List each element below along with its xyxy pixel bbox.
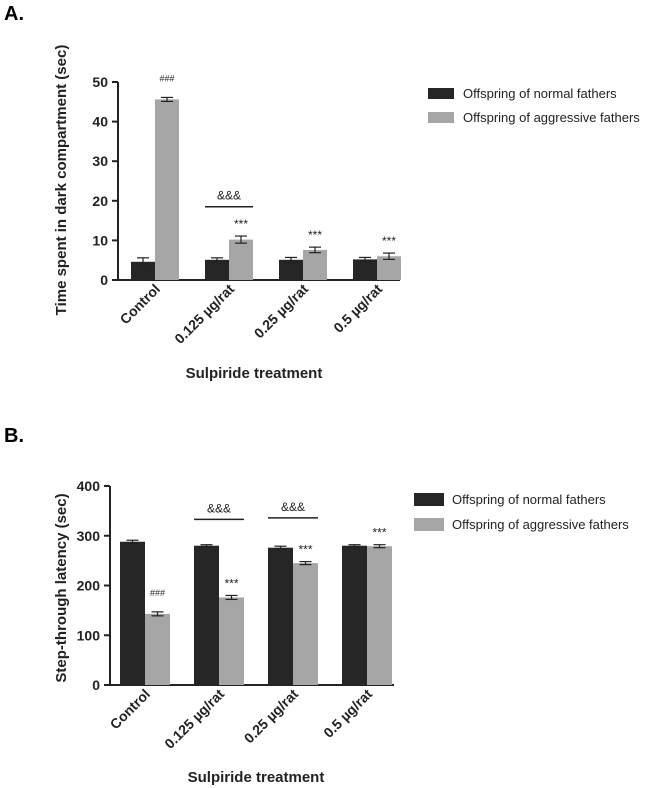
y-tick-label: 100 xyxy=(77,627,101,643)
panel-a-label: A. xyxy=(4,3,24,25)
y-tick-label: 200 xyxy=(77,578,101,594)
panel-b-category-labels: Control 0.125 µg/rat 0.25 µg/rat 0.5 µg/rat xyxy=(107,686,376,752)
panel-b-label: B. xyxy=(4,425,24,447)
bracket-annotation: &&& xyxy=(217,189,241,203)
bar-aggressive-1 xyxy=(229,239,253,280)
significance-stars: *** xyxy=(382,234,396,248)
category-label: 0.125 µg/rat xyxy=(161,686,227,752)
panel-b: B. Step-through latency (sec) Sulpiride … xyxy=(4,425,629,786)
legend-b-label-normal: Offspring of normal fathers xyxy=(452,492,606,507)
y-tick-label: 40 xyxy=(92,114,108,130)
panel-a-category-labels: Control 0.125 µg/rat 0.25 µg/rat 0.5 µg/rat xyxy=(117,281,386,347)
y-tick-label: 0 xyxy=(92,677,100,693)
y-tick-label: 50 xyxy=(92,74,108,90)
category-label: 0.125 µg/rat xyxy=(171,281,237,347)
category-label: 0.25 µg/rat xyxy=(251,281,312,342)
y-tick-label: 0 xyxy=(100,272,108,288)
bar-aggressive-0 xyxy=(155,99,179,280)
legend-a-label-aggressive: Offspring of aggressive fathers xyxy=(463,110,640,125)
panel-b-bars xyxy=(120,539,392,685)
panel-a-y-ticks: 0 10 20 30 40 50 xyxy=(92,74,118,288)
legend-b-swatch-normal xyxy=(414,493,444,506)
panel-a-bars xyxy=(131,96,401,280)
legend-b-label-aggressive: Offspring of aggressive fathers xyxy=(452,517,629,532)
bracket-annotation: &&& xyxy=(281,500,305,514)
bar-aggressive-0 xyxy=(145,613,170,685)
panel-b-annotations: ### *** *** *** &&& &&& xyxy=(150,500,387,598)
significance-stars: *** xyxy=(372,526,386,540)
bar-aggressive-3 xyxy=(367,546,392,685)
panel-b-legend: Offspring of normal fathers Offspring of… xyxy=(414,492,629,532)
bar-aggressive-2 xyxy=(293,563,318,685)
bar-normal-1 xyxy=(205,259,229,280)
legend-a-swatch-normal xyxy=(428,88,454,99)
panel-a-x-axis-title: Sulpiride treatment xyxy=(186,365,323,382)
panel-b-y-ticks: 0 100 200 300 400 xyxy=(77,478,110,693)
panel-b-x-axis-title: Sulpiride treatment xyxy=(188,769,325,786)
legend-a-label-normal: Offspring of normal fathers xyxy=(463,86,617,101)
bar-normal-3 xyxy=(353,259,377,280)
legend-b-swatch-aggressive xyxy=(414,518,444,531)
y-tick-label: 20 xyxy=(92,193,108,209)
bar-aggressive-3 xyxy=(377,256,401,280)
significance-stars: *** xyxy=(224,576,238,590)
bar-normal-2 xyxy=(279,259,303,280)
panel-a-legend: Offspring of normal fathers Offspring of… xyxy=(428,86,640,125)
category-label: 0.25 µg/rat xyxy=(241,686,302,747)
category-label: Control xyxy=(117,281,164,328)
hash-annotation: ### xyxy=(159,73,174,83)
significance-stars: *** xyxy=(308,228,322,242)
significance-stars: *** xyxy=(234,217,248,231)
category-label: 0.5 µg/rat xyxy=(320,686,375,741)
bar-normal-3 xyxy=(342,545,367,685)
category-label: Control xyxy=(107,686,154,733)
y-tick-label: 300 xyxy=(77,528,101,544)
bar-normal-0 xyxy=(120,541,145,685)
y-tick-label: 30 xyxy=(92,153,108,169)
bracket-annotation: &&& xyxy=(207,501,231,515)
category-label: 0.5 µg/rat xyxy=(330,281,385,336)
bar-normal-2 xyxy=(268,547,293,685)
bar-normal-1 xyxy=(194,545,219,685)
panel-b-y-axis-title: Step-through latency (sec) xyxy=(53,493,70,682)
bar-aggressive-2 xyxy=(303,249,327,280)
y-tick-label: 10 xyxy=(92,232,108,248)
legend-a-swatch-aggressive xyxy=(428,112,454,123)
y-tick-label: 400 xyxy=(77,478,101,494)
hash-annotation: ### xyxy=(150,588,165,598)
panel-a-y-axis-title: Time spent in dark compartment (sec) xyxy=(53,45,70,316)
panel-a-annotations: ### *** *** *** &&& xyxy=(159,73,396,248)
panel-a: A. Time spent in dark compartment (sec) … xyxy=(4,3,640,382)
significance-stars: *** xyxy=(298,543,312,557)
bar-aggressive-1 xyxy=(219,597,244,685)
